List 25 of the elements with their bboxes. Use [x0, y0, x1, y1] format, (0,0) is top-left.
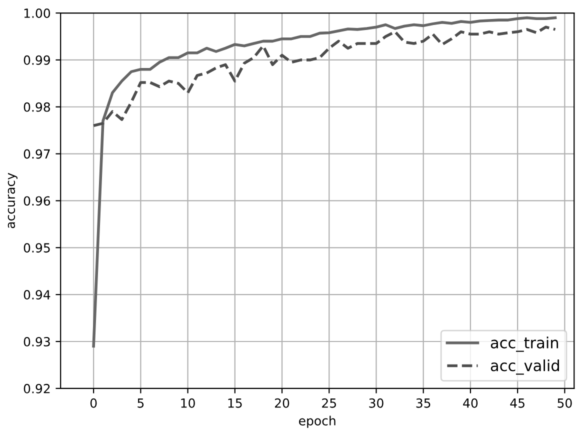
- y-tick-label: 0.99: [24, 55, 50, 65]
- x-tick-label: 20: [274, 398, 290, 408]
- x-tick-label: 40: [463, 398, 478, 408]
- y-axis-title: accuracy: [8, 172, 18, 228]
- legend-label: acc_train: [490, 336, 558, 352]
- x-tick-label: 10: [181, 398, 195, 408]
- line-series: [92, 26, 557, 128]
- y-tick-label: 0.98: [24, 102, 50, 112]
- y-tick-label: 0.96: [24, 196, 50, 206]
- x-tick-label: 5: [138, 398, 144, 408]
- x-axis-title: epoch: [299, 416, 336, 428]
- x-tick-label: 15: [228, 398, 242, 408]
- x-tick-label: 35: [416, 398, 430, 408]
- x-tick-label: 45: [510, 398, 524, 408]
- y-tick-label: 0.97: [24, 149, 50, 159]
- x-tick-label: 30: [369, 398, 384, 408]
- y-tick-label: 1.00: [24, 8, 50, 18]
- legend-label: acc_valid: [490, 359, 559, 375]
- y-tick-label: 0.95: [24, 243, 50, 253]
- x-tick-label: 25: [322, 398, 336, 408]
- x-tick-label: 0: [90, 398, 97, 408]
- y-tick-label: 0.93: [24, 336, 50, 346]
- y-tick-label: 0.92: [24, 384, 50, 394]
- x-tick-label: 50: [558, 398, 572, 408]
- y-tick-label: 0.94: [24, 290, 50, 300]
